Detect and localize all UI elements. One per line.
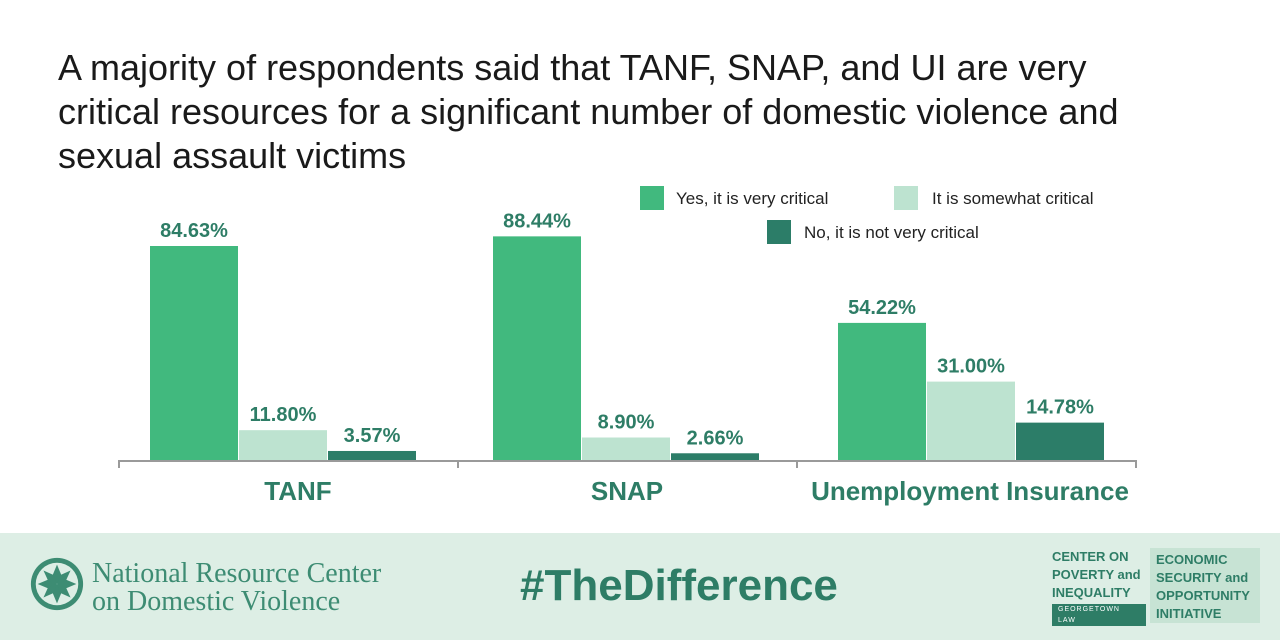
data-label: 31.00%: [937, 356, 1005, 378]
bar-snap-series-1: [582, 437, 670, 460]
legend-swatch-not-critical: [767, 220, 791, 244]
data-label: 54.22%: [848, 297, 916, 319]
bar-snap-series-2: [671, 453, 759, 460]
chart-title-line: critical resources for a significant num…: [58, 91, 1119, 132]
nrc-name-line1: National Resource Center: [92, 558, 382, 589]
x-tick-label: SNAP: [591, 476, 663, 506]
data-label: 11.80%: [250, 404, 317, 426]
data-label: 8.90%: [598, 411, 655, 433]
legend-swatch-very-critical: [640, 186, 664, 210]
bar-unemployment-insurance-series-2: [1016, 422, 1104, 460]
data-label: 3.57%: [344, 425, 401, 447]
nrc-logo-icon: [30, 557, 84, 611]
bar-chart: 84.63% 11.80% 3.57% 88.44% 8.90% 2.66% 54.22% 3…: [118, 210, 1137, 506]
bar-unemployment-insurance-series-1: [927, 381, 1015, 460]
cpi-sub-label: GEORGETOWN LAW: [1052, 604, 1146, 626]
esoi-logo: ECONOMIC SECURITY and OPPORTUNITY INITIA…: [1150, 548, 1260, 623]
data-label: 88.44%: [503, 210, 571, 232]
x-tick-label: TANF: [264, 476, 331, 506]
data-label: 2.66%: [687, 427, 744, 449]
bar-tanf-series-2: [328, 450, 416, 460]
nrc-name-line2: on Domestic Violence: [92, 586, 341, 617]
esoi-line: ECONOMIC: [1156, 552, 1228, 567]
nrc-org-name: National Resource Center on Domestic Vio…: [92, 560, 381, 616]
cpi-logo: CENTER ON POVERTY and INEQUALITY GEORGET…: [1052, 548, 1146, 627]
chart-title: A majority of respondents said that TANF…: [58, 46, 1238, 178]
cpi-line: CENTER ON: [1052, 549, 1129, 564]
legend-label-very-critical: Yes, it is very critical: [676, 189, 829, 208]
footer-banner: National Resource Center on Domestic Vio…: [0, 533, 1280, 640]
legend-swatch-somewhat-critical: [894, 186, 918, 210]
legend-label-somewhat-critical: It is somewhat critical: [932, 189, 1094, 208]
data-label: 14.78%: [1026, 397, 1094, 419]
chart-title-line: A majority of respondents said that TANF…: [58, 47, 1087, 88]
chart-title-line: sexual assault victims: [58, 135, 407, 176]
x-tick-label: Unemployment Insurance: [811, 476, 1129, 506]
data-label: 84.63%: [160, 220, 228, 242]
cpi-line: INEQUALITY: [1052, 585, 1131, 600]
cpi-line: POVERTY and: [1052, 567, 1141, 582]
bar-snap-series-0: [493, 236, 581, 460]
esoi-line: SECURITY and: [1156, 570, 1249, 585]
bar-unemployment-insurance-series-0: [838, 322, 926, 460]
hashtag-text: #TheDifference: [520, 561, 838, 610]
bar-tanf-series-1: [239, 430, 327, 460]
esoi-line: OPPORTUNITY: [1156, 588, 1250, 603]
esoi-line: INITIATIVE: [1156, 606, 1222, 621]
bar-tanf-series-0: [150, 246, 238, 460]
legend-label-not-critical: No, it is not very critical: [804, 223, 979, 242]
